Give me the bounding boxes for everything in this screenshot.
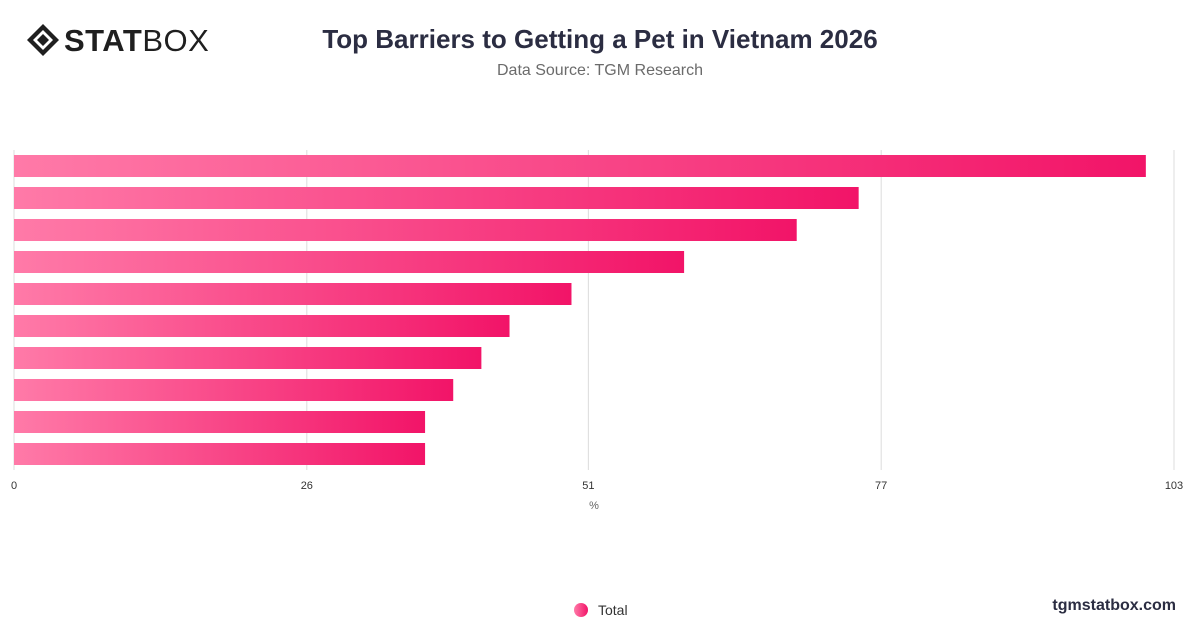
bar[interactable] [14, 315, 510, 337]
bar[interactable] [14, 443, 426, 465]
bar[interactable] [14, 347, 482, 369]
x-tick-label: 0 [11, 480, 17, 492]
x-tick-label: 103 [1165, 480, 1183, 492]
statbox-logo: STATBOX [26, 22, 209, 58]
x-axis-ticks: 0 26 51 77 103 [11, 480, 1183, 492]
logo-text-bold: STAT [64, 22, 143, 58]
x-tick-label: 77 [875, 480, 887, 492]
logo-text: STATBOX [64, 25, 209, 56]
bar[interactable] [14, 411, 426, 433]
bars [14, 155, 1146, 465]
bar[interactable] [14, 283, 572, 305]
legend[interactable]: Total [574, 602, 628, 618]
bar[interactable] [14, 219, 797, 241]
x-tick-label: 26 [301, 480, 313, 492]
legend-label-total: Total [598, 602, 628, 618]
bar[interactable] [14, 251, 685, 273]
legend-dot-total [574, 603, 588, 617]
bar[interactable] [14, 155, 1146, 177]
x-axis-label: % [589, 500, 599, 512]
x-tick-label: 51 [582, 480, 594, 492]
chart-subtitle: Data Source: TGM Research [496, 62, 703, 79]
bar[interactable] [14, 379, 454, 401]
site-url: tgmstatbox.com [1052, 597, 1176, 614]
bar[interactable] [14, 187, 859, 209]
chart-title: Top Barriers to Getting a Pet in Vietnam… [322, 24, 878, 54]
statbox-diamond-icon [27, 24, 59, 56]
logo-text-light: BOX [142, 22, 210, 58]
